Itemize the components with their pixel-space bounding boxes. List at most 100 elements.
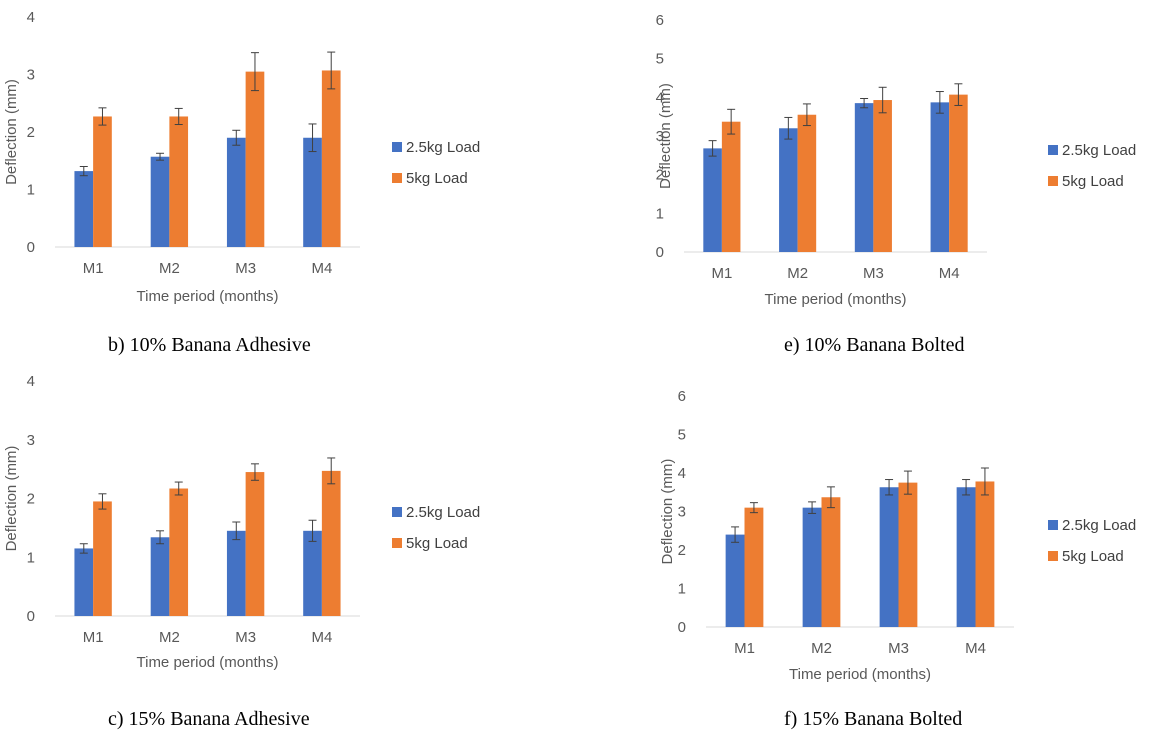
bar-series-2 (821, 497, 841, 627)
x-axis-title: Time period (months) (137, 654, 279, 671)
bar-series-1 (879, 487, 899, 627)
legend-label: 5kg Load (406, 170, 468, 187)
legend-label: 5kg Load (406, 535, 468, 552)
legend-label: 5kg Load (1062, 173, 1124, 190)
x-tick-label: M4 (965, 640, 986, 657)
y-tick-label: 5 (678, 427, 686, 444)
legend-swatch (1048, 551, 1058, 561)
y-tick-label: 0 (656, 244, 664, 261)
x-tick-label: M3 (235, 260, 256, 277)
legend-swatch (392, 142, 402, 152)
y-tick-label: 3 (27, 432, 35, 449)
bar-series-1 (226, 137, 246, 247)
legend-label: 2.5kg Load (1062, 142, 1136, 159)
y-tick-label: 0 (27, 608, 35, 625)
bar-series-1 (779, 128, 798, 252)
y-tick-label: 1 (678, 581, 686, 598)
y-tick-label: 1 (27, 182, 35, 199)
bar-series-2 (169, 488, 189, 616)
legend-swatch (1048, 176, 1058, 186)
y-tick-label: 1 (656, 205, 664, 222)
y-tick-label: 2 (678, 542, 686, 559)
y-axis-title: Deflection (mm) (3, 79, 20, 185)
y-tick-label: 6 (678, 388, 686, 405)
y-axis-title: Deflection (mm) (659, 459, 676, 565)
y-tick-label: 4 (27, 373, 35, 390)
bar-series-1 (854, 103, 874, 252)
y-tick-label: 0 (27, 239, 35, 256)
bar-series-1 (150, 156, 170, 247)
chart-panel-e: 0 1 2 3 4 5 6 M1 M2 M3 M4 Time period (months) Defle… (576, 0, 1153, 370)
x-tick-label: M4 (311, 629, 332, 646)
chart-panel-f: 0 1 2 3 4 5 6 M1 M2 M3 M4 Time period (months) Defle… (576, 370, 1153, 734)
chart-panel-c: 0 1 2 3 4 M1 M2 M3 M4 Time period (months) Deflect… (0, 370, 560, 734)
y-tick-label: 5 (656, 51, 664, 68)
legend-label: 2.5kg Load (406, 504, 480, 521)
x-tick-label: M2 (159, 260, 180, 277)
chart-caption: c) 15% Banana Adhesive (108, 708, 310, 730)
y-axis-title: Deflection (mm) (3, 446, 20, 552)
x-axis-title: Time period (months) (137, 288, 279, 305)
legend-swatch (1048, 145, 1058, 155)
bar-series-2 (245, 472, 265, 616)
y-tick-label: 2 (27, 491, 35, 508)
y-tick-label: 4 (678, 465, 686, 482)
y-tick-label: 4 (27, 9, 35, 26)
chart-f: 0 1 2 3 4 5 6 M1 M2 M3 M4 Time period (months) Defle… (659, 388, 1136, 683)
bar-series-1 (725, 534, 745, 627)
y-tick-label: 2 (27, 124, 35, 141)
x-tick-label: M2 (811, 640, 832, 657)
bar-series-2 (744, 507, 764, 627)
x-tick-label: M1 (83, 629, 104, 646)
y-tick-label: 1 (27, 549, 35, 566)
bar-series-2 (898, 482, 918, 627)
bar-series-2 (321, 70, 341, 247)
x-tick-label: M4 (311, 260, 332, 277)
x-tick-label: M2 (787, 265, 808, 282)
bar-series-1 (930, 102, 950, 252)
legend-swatch (392, 507, 402, 517)
legend-swatch (392, 538, 402, 548)
bar-series-1 (74, 548, 94, 616)
bar-series-2 (93, 116, 112, 247)
chart-e: 0 1 2 3 4 5 6 M1 M2 M3 M4 Time period (months) Defle… (656, 12, 1137, 308)
x-tick-label: M3 (888, 640, 909, 657)
x-tick-label: M1 (711, 265, 732, 282)
chart-panel-b: 0 1 2 3 4 M1 M2 M3 M4 Time period (months) Deflect… (0, 0, 560, 370)
bar-series-2 (169, 116, 189, 247)
bar-series-1 (802, 507, 822, 627)
x-tick-label: M3 (863, 265, 884, 282)
bar-series-2 (949, 94, 968, 252)
bar-series-2 (873, 100, 892, 252)
legend-label: 2.5kg Load (406, 139, 480, 156)
bar-series-2 (721, 121, 741, 253)
legend-swatch (392, 173, 402, 183)
x-axis-title: Time period (months) (765, 291, 907, 308)
chart-caption: f) 15% Banana Bolted (784, 708, 963, 730)
y-tick-label: 3 (27, 67, 35, 84)
y-tick-label: 3 (656, 128, 664, 145)
x-tick-label: M1 (734, 640, 755, 657)
bar-series-2 (975, 481, 995, 627)
x-tick-label: M3 (235, 629, 256, 646)
legend-label: 2.5kg Load (1062, 517, 1136, 534)
chart-caption: b) 10% Banana Adhesive (108, 334, 311, 356)
bar-series-2 (797, 114, 817, 252)
bar-series-1 (956, 487, 976, 627)
chart-b: 0 1 2 3 4 M1 M2 M3 M4 Time period (months) Deflect… (3, 9, 480, 305)
bar-series-1 (703, 148, 722, 252)
bar-series-1 (74, 171, 94, 247)
y-tick-label: 4 (656, 89, 664, 106)
x-tick-label: M1 (83, 260, 104, 277)
y-tick-label: 0 (678, 619, 686, 636)
legend-label: 5kg Load (1062, 548, 1124, 565)
y-tick-label: 3 (678, 504, 686, 521)
bar-series-1 (303, 530, 322, 616)
y-tick-label: 6 (656, 12, 664, 29)
bar-series-1 (303, 137, 322, 247)
x-axis-title: Time period (months) (789, 666, 931, 683)
chart-caption: e) 10% Banana Bolted (784, 334, 965, 356)
bar-series-2 (245, 71, 265, 247)
bar-series-2 (321, 470, 341, 616)
bar-series-1 (226, 530, 246, 616)
